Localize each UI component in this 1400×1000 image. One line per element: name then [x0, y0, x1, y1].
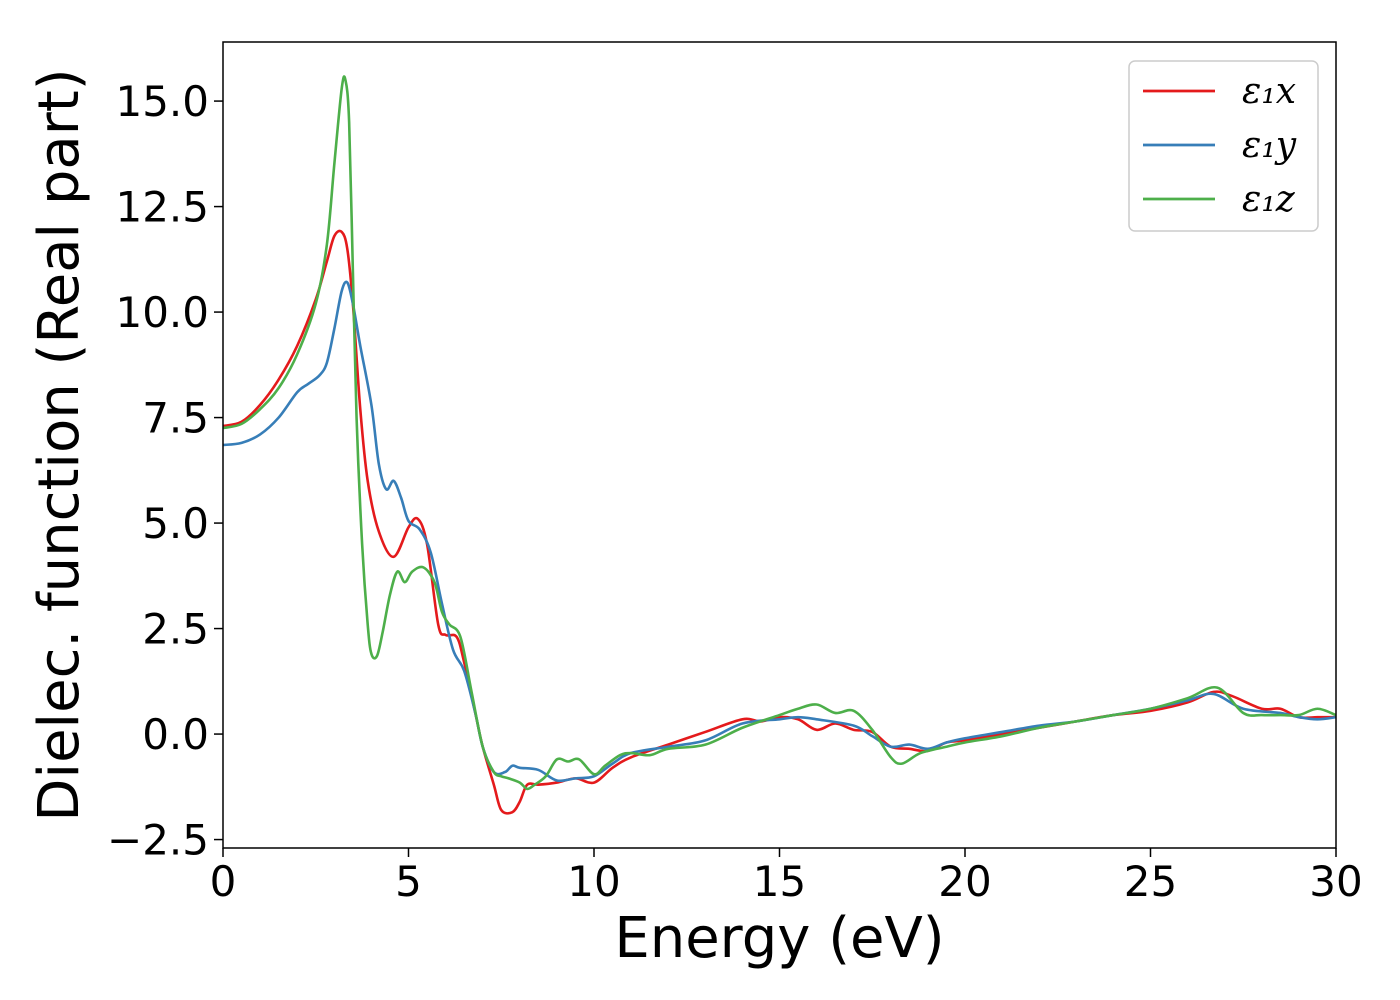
x-tick-label: 25 — [1124, 857, 1177, 906]
legend-label-2: ε₁y — [1242, 125, 1297, 166]
y-axis-title: Dielec. function (Real part) — [27, 68, 92, 821]
x-tick-label: 30 — [1309, 857, 1362, 906]
x-tick-label: 15 — [753, 857, 806, 906]
series-line-1 — [223, 229, 1336, 815]
legend-label-1: ε₁x — [1242, 71, 1296, 112]
x-tick-label: 20 — [938, 857, 991, 906]
y-tick-label: 12.5 — [115, 183, 209, 232]
y-tick-label: −2.5 — [107, 816, 209, 865]
y-tick-label: 2.5 — [142, 605, 209, 654]
y-tick-label: 15.0 — [115, 77, 209, 126]
legend-label-3: ε₁z — [1242, 179, 1296, 220]
x-axis-title: Energy (eV) — [614, 906, 944, 971]
y-tick-label: 5.0 — [142, 499, 209, 548]
y-tick-label: 10.0 — [115, 288, 209, 337]
plot-area — [223, 75, 1336, 815]
x-tick-label: 0 — [210, 857, 237, 906]
x-tick-label: 10 — [567, 857, 620, 906]
series-line-3 — [223, 75, 1336, 791]
x-axis: 0 5 10 15 20 25 30 — [210, 848, 1363, 906]
legend[interactable]: ε₁x ε₁y ε₁z — [1128, 60, 1319, 232]
legend-box — [1128, 60, 1319, 232]
series-line-2 — [223, 280, 1336, 783]
x-tick-label: 5 — [395, 857, 422, 906]
y-tick-label: 7.5 — [142, 394, 209, 443]
y-axis: −2.5 0.0 2.5 5.0 7.5 10.0 12.5 15.0 — [107, 77, 223, 865]
y-tick-label: 0.0 — [142, 710, 209, 759]
